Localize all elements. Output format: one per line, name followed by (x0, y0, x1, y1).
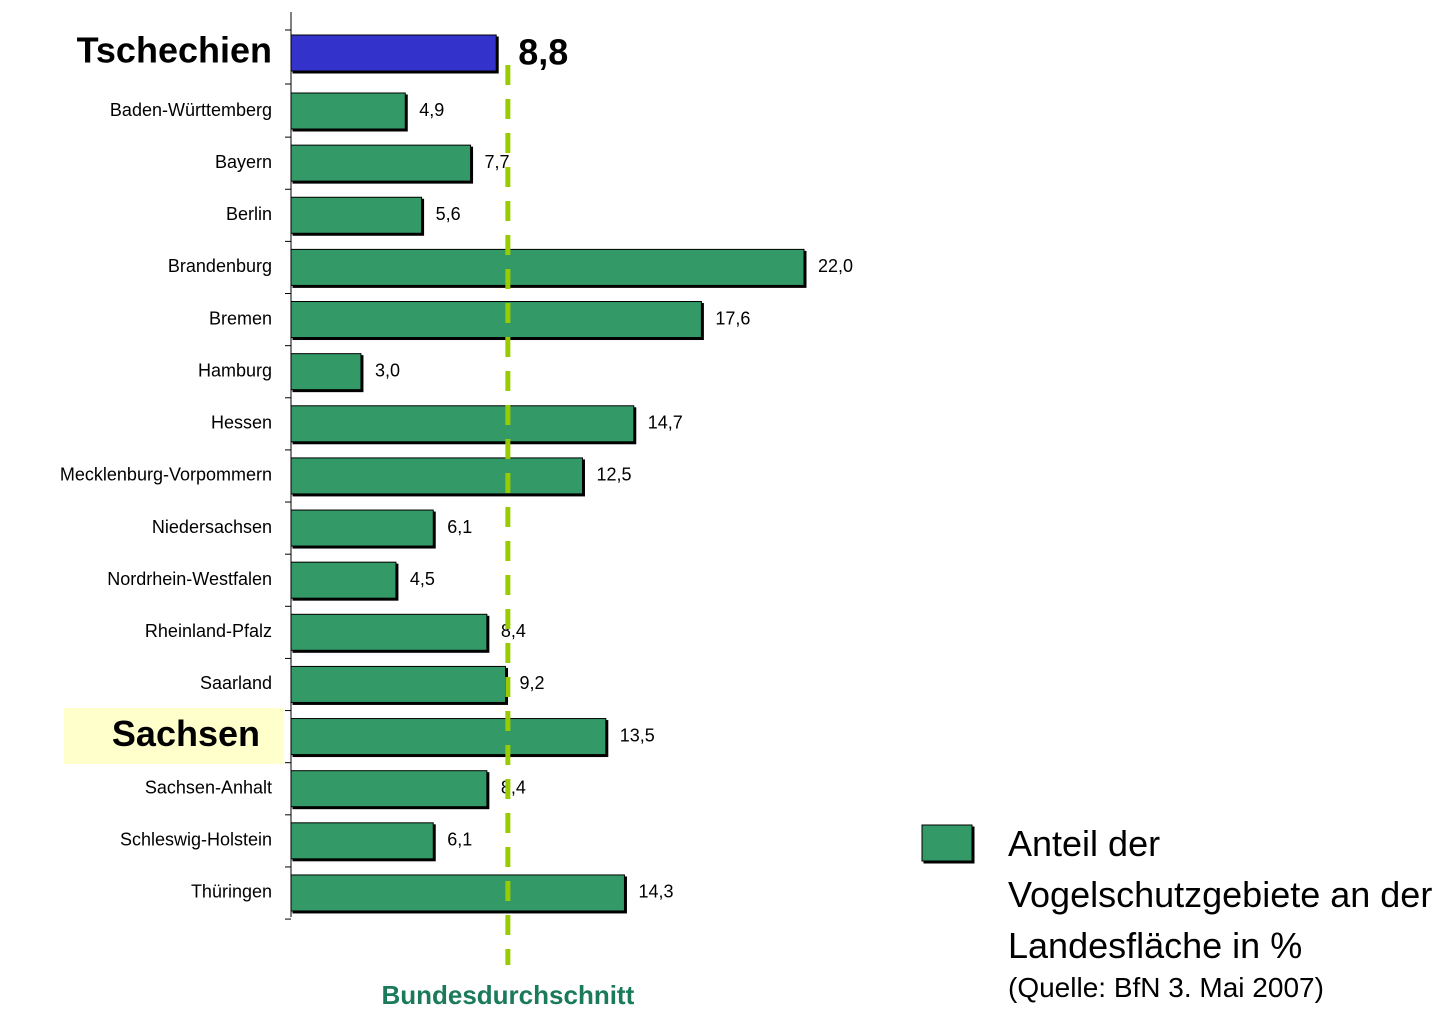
y-tick-label: Rheinland-Pfalz (145, 621, 272, 641)
data-label: 5,6 (436, 204, 461, 224)
highlight-background (64, 708, 284, 764)
bar (290, 301, 702, 339)
data-label: 12,5 (596, 465, 631, 485)
legend-label: Anteil der Vogelschutzgebiete an der Lan… (1008, 823, 1433, 966)
y-tick-label: Tschechien (77, 30, 272, 71)
y-tick-label: Saarland (200, 673, 272, 693)
bar (290, 92, 406, 130)
bar (290, 248, 805, 286)
bar (290, 34, 497, 72)
bar (290, 613, 488, 651)
legend-swatch (921, 824, 973, 862)
bar (290, 718, 607, 756)
data-label: 7,7 (485, 152, 510, 172)
data-label: 4,9 (419, 100, 444, 120)
y-tick-label: Berlin (226, 204, 272, 224)
y-tick-label: Hessen (211, 413, 272, 433)
data-label: 3,0 (375, 360, 400, 380)
data-label: 8,4 (501, 621, 526, 641)
bar (290, 457, 583, 495)
y-tick-label: Hamburg (198, 360, 272, 380)
y-tick-label: Schleswig-Holstein (120, 830, 272, 850)
legend: Anteil der Vogelschutzgebiete an der Lan… (1008, 818, 1443, 1005)
y-tick-label: Brandenburg (168, 256, 272, 276)
y-tick-label: Mecklenburg-Vorpommern (60, 465, 272, 485)
data-label: 22,0 (818, 256, 853, 276)
bar (290, 874, 625, 912)
data-label: 14,3 (638, 882, 673, 902)
bar (290, 353, 362, 391)
data-label: 17,6 (715, 308, 750, 328)
bar (290, 822, 434, 860)
y-tick-label: Sachsen (112, 713, 260, 754)
data-label: 13,5 (620, 725, 655, 745)
data-label: 4,5 (410, 569, 435, 589)
data-label: 6,1 (447, 517, 472, 537)
y-tick-label: Baden-Württemberg (110, 100, 272, 120)
y-tick-label: Niedersachsen (152, 517, 272, 537)
data-label: 8,8 (518, 32, 568, 73)
bar (290, 665, 507, 703)
y-tick-label: Nordrhein-Westfalen (107, 569, 272, 589)
bar (290, 770, 488, 808)
y-tick-label: Thüringen (191, 882, 272, 902)
data-label: 8,4 (501, 777, 526, 797)
bar (290, 196, 423, 234)
data-label: 14,7 (648, 413, 683, 433)
bar (290, 509, 434, 547)
y-tick-label: Sachsen-Anhalt (145, 777, 272, 797)
reference-label: Bundesdurchschnitt (381, 980, 634, 1010)
data-label: 9,2 (520, 673, 545, 693)
source: (Quelle: BfN 3. Mai 2007) (1008, 972, 1324, 1003)
bar (290, 561, 397, 599)
bar (290, 405, 635, 443)
data-label: 6,1 (447, 830, 472, 850)
y-tick-label: Bayern (215, 152, 272, 172)
bar (290, 144, 472, 182)
y-tick-label: Bremen (209, 308, 272, 328)
